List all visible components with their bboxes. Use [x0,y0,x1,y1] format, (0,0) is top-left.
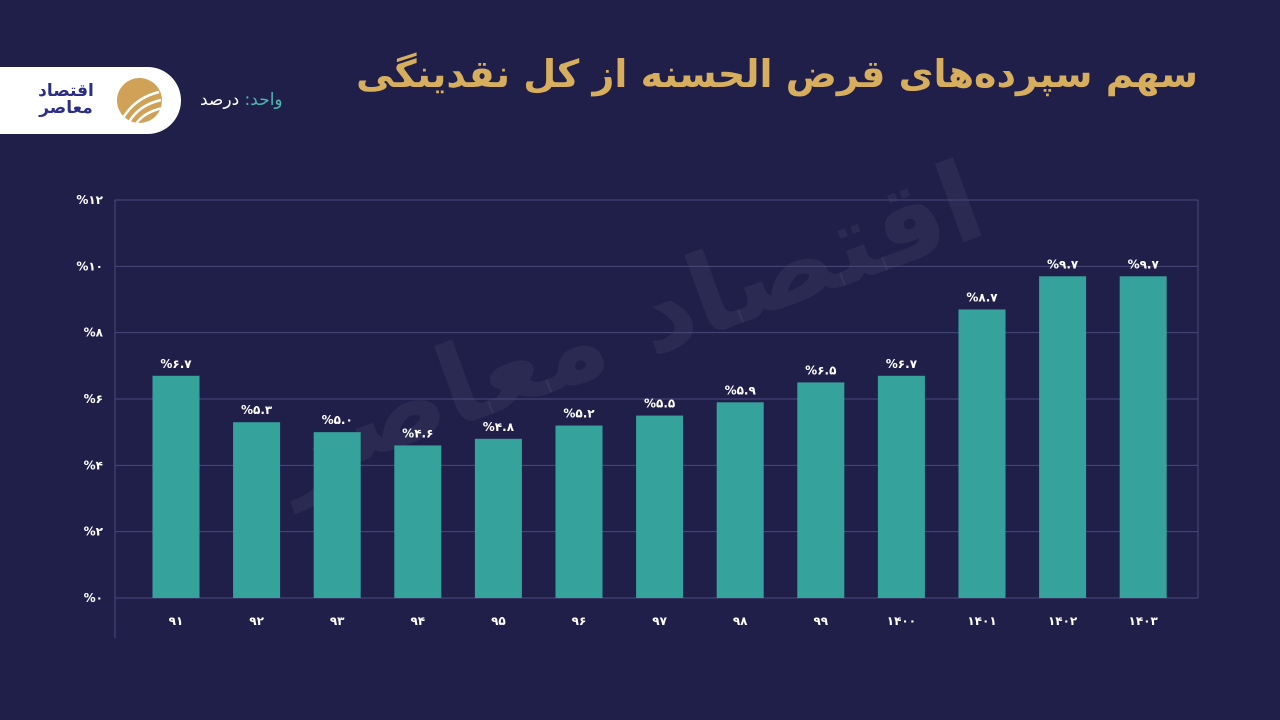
data-label: %۵.۵ [644,397,675,411]
x-tick-label: ۹۸ [733,614,748,628]
x-tick-label: ۱۴۰۲ [1048,614,1078,628]
y-tick-label: %۴ [84,458,103,472]
data-label: %۴.۸ [483,420,515,434]
bar [1039,276,1087,598]
unit-value: درصد [200,90,240,110]
logo-text: اقتصاد معاصر [38,81,94,118]
data-label: %۵.۳ [241,403,273,417]
bar [394,445,442,598]
logo-emblem-icon [117,78,162,123]
x-tick-label: ۹۳ [330,614,345,628]
bar [555,425,603,598]
y-tick-label: %۱۲ [76,193,103,207]
bar [797,382,845,598]
bar [474,438,522,598]
x-tick-label: ۹۷ [652,614,667,628]
data-label: %۹.۷ [1128,257,1160,271]
bar [233,422,281,598]
x-tick-label: ۱۴۰۳ [1129,614,1159,628]
data-label: %۸.۷ [966,290,998,304]
data-label: %۴.۶ [402,426,433,440]
bar [152,375,200,598]
x-tick-label: ۹۲ [249,614,264,628]
data-label: %۹.۷ [1047,257,1079,271]
x-tick-label: ۹۶ [572,614,587,628]
x-tick-label: ۹۹ [813,614,828,628]
chart-title: سهم سپرده‌های قرض الحسنه از کل نقدینگی [356,52,1198,96]
x-tick-label: ۱۴۰۰ [887,614,916,628]
y-tick-label: %۶ [84,392,103,406]
logo: اقتصاد معاصر [0,67,181,134]
data-label: %۵.۹ [725,383,757,397]
y-tick-label: %۸ [84,326,104,340]
bar [716,402,764,598]
data-label: %۵.۰ [322,413,353,427]
data-label: %۵.۲ [563,407,595,421]
x-tick-label: ۱۴۰۱ [967,614,996,628]
bar [877,375,925,598]
y-tick-label: %۱۰ [76,259,103,273]
data-label: %۶.۵ [805,363,836,377]
bar [636,415,684,598]
bar [958,309,1006,598]
data-label: %۶.۷ [160,357,192,371]
data-label: %۶.۷ [886,357,918,371]
x-tick-label: ۹۵ [491,614,506,628]
x-tick-label: ۹۱ [169,614,184,628]
unit-key: واحد: [244,90,283,110]
y-tick-label: %۰ [84,591,103,605]
bar [313,432,361,598]
unit-label: واحد: درصد [200,90,283,110]
x-tick-label: ۹۴ [410,614,425,628]
y-tick-label: %۲ [84,525,104,539]
bar [1119,276,1167,598]
